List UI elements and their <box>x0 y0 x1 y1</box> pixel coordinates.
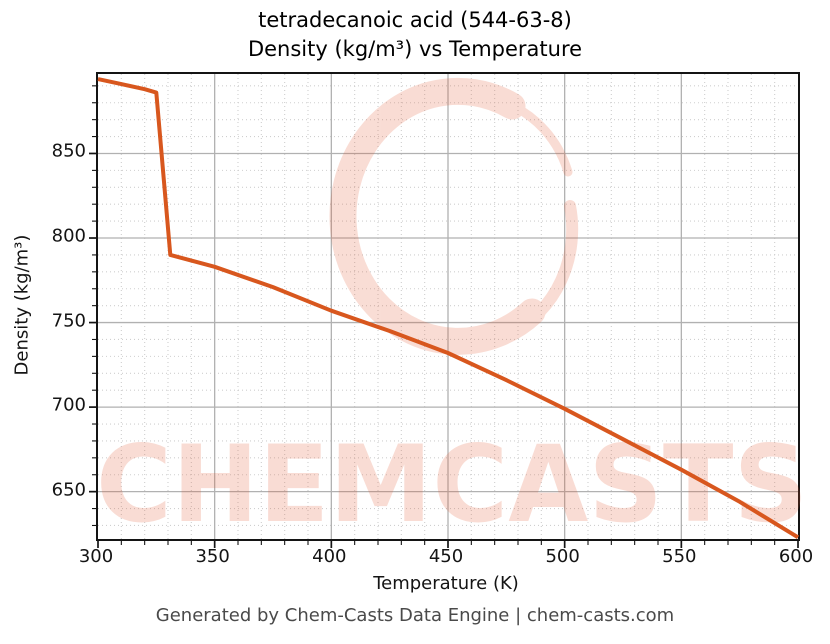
x-tick-label-600: 600 <box>778 546 814 567</box>
x-tick-label-350: 350 <box>195 546 230 567</box>
x-tick-label-550: 550 <box>662 546 697 567</box>
x-tick-label-500: 500 <box>545 546 580 567</box>
y-tick-label-800: 800 <box>51 225 86 247</box>
chart-title-line1: tetradecanoic acid (544-63-8) <box>258 8 572 32</box>
chart-title: tetradecanoic acid (544-63-8) Density (k… <box>0 6 830 64</box>
x-tick-label-400: 400 <box>312 546 347 567</box>
y-tick-label-750: 750 <box>51 310 86 332</box>
major-gridlines <box>98 74 798 539</box>
y-tick-label-650: 650 <box>51 479 86 501</box>
y-tick-label-850: 850 <box>51 140 86 162</box>
chart-title-line2: Density (kg/m³) vs Temperature <box>247 37 583 61</box>
watermark-logo-c <box>329 77 579 355</box>
x-tick-label-300: 300 <box>78 546 114 567</box>
footer-attribution: Generated by Chem-Casts Data Engine | ch… <box>155 605 675 626</box>
x-axis-label: Temperature (K) <box>373 573 519 594</box>
plot-canvas: CHEMCASTS <box>89 74 808 548</box>
axis-ticks <box>89 85 799 548</box>
y-tick-label-700: 700 <box>51 394 86 416</box>
plot-area: CHEMCASTS <box>89 72 808 548</box>
y-axis-label: Density (kg/m³) <box>11 234 33 376</box>
x-tick-label-450: 450 <box>428 546 464 567</box>
watermark-text: CHEMCASTS <box>96 423 808 546</box>
density-data-line <box>97 77 800 540</box>
